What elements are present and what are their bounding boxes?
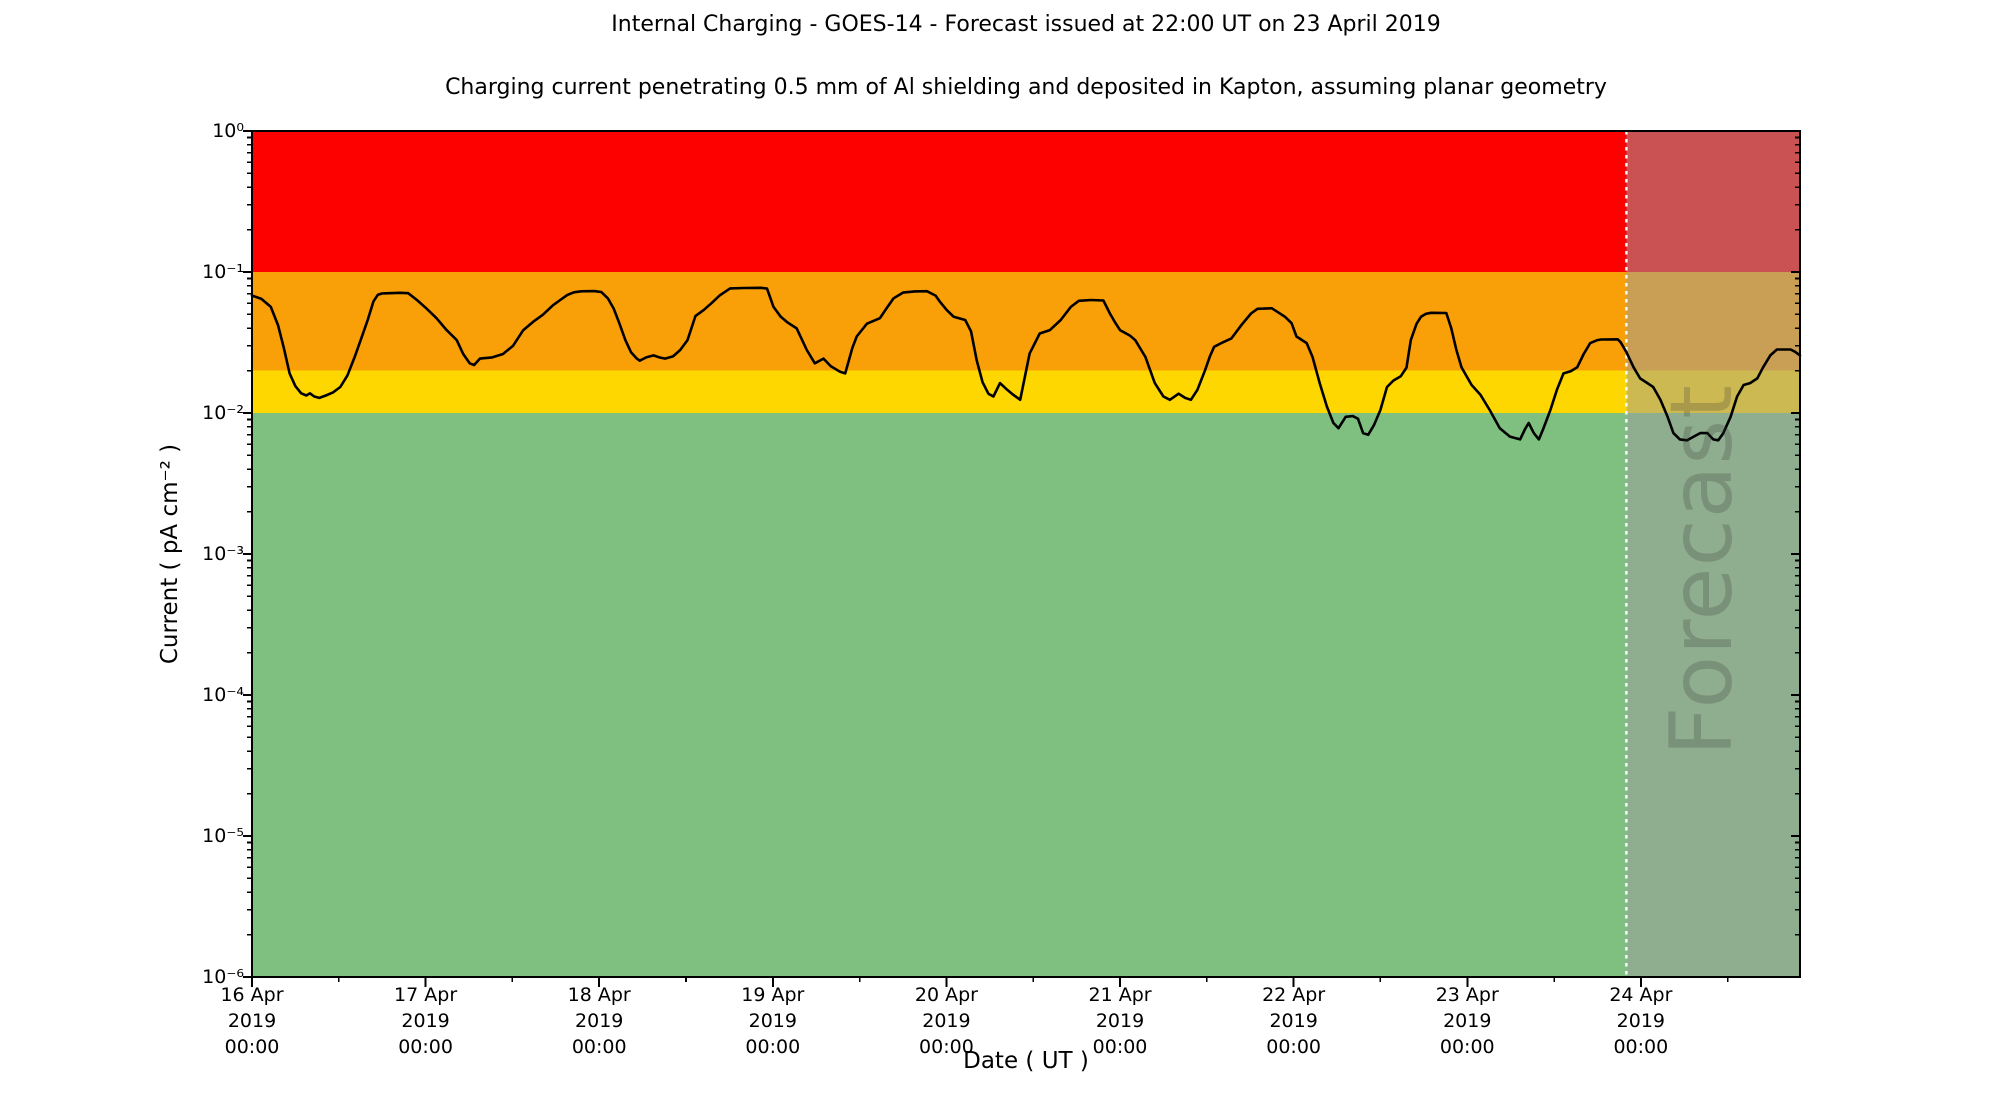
x-tick-time: 00:00 [224,1036,280,1058]
plot-border [251,130,1801,978]
x-tick-year: 2019 [1443,1010,1492,1032]
x-tick-date: 22 Apr [1262,984,1326,1006]
y-tick-label: 10⁻² [202,402,244,424]
x-tick-label: 21 Apr 2019 00:00 [1060,982,1180,1060]
x-tick-label: 22 Apr 2019 00:00 [1234,982,1354,1060]
forecast-region [1626,131,1800,977]
x-tick-time: 00:00 [1092,1036,1148,1058]
x-tick-year: 2019 [1095,1010,1145,1032]
x-tick-year: 2019 [1616,1010,1666,1032]
x-tick-label: 18 Apr 2019 00:00 [539,982,659,1060]
charging-current-line [250,286,1802,442]
x-tick-date: 18 Apr [567,984,631,1006]
x-tick-time: 00:00 [398,1036,453,1058]
x-axis-label: Date ( UT ) [963,1048,1089,1074]
y-tick-label: 10⁻⁶ [202,966,244,988]
y-tick-label: 10⁻⁴ [202,684,244,706]
y-tick-label: 10⁻⁵ [202,825,244,847]
x-tick-time: 00:00 [571,1036,627,1058]
x-tick-year: 2019 [1269,1010,1318,1032]
x-tick-year: 2019 [575,1010,624,1032]
y-axis-label: Current ( pA cm⁻² ) [157,443,183,665]
data-series [250,286,1802,442]
x-tick-label: 23 Apr 2019 00:00 [1407,982,1527,1060]
chart-title: Internal Charging - GOES-14 - Forecast i… [611,12,1441,37]
x-tick-time: 00:00 [919,1036,974,1058]
x-tick-time: 00:00 [1439,1036,1495,1058]
x-tick-year: 2019 [227,1010,277,1032]
forecast-overlay [1626,131,1800,977]
x-tick-year: 2019 [922,1010,971,1032]
y-tick-label: 10⁻³ [202,543,244,565]
x-tick-date: 24 Apr [1609,984,1673,1006]
x-tick-year: 2019 [748,1010,797,1032]
x-tick-date: 19 Apr [741,984,805,1006]
alert-bands [252,131,1800,977]
chart-subtitle: Charging current penetrating 0.5 mm of A… [445,75,1607,100]
forecast-watermark: Forecast [1652,384,1752,756]
band-orange-alert [252,272,1800,371]
x-tick-label: 16 Apr 2019 00:00 [192,982,312,1060]
x-tick-date: 17 Apr [394,984,458,1006]
y-tick-label: 10⁰ [212,120,244,142]
x-tick-label: 19 Apr 2019 00:00 [713,982,833,1060]
band-red-alert [252,131,1800,272]
x-tick-time: 00:00 [1613,1036,1669,1058]
y-tick-label: 10⁻¹ [202,261,244,283]
x-tick-label: 20 Apr 2019 00:00 [886,982,1006,1060]
x-tick-date: 23 Apr [1435,984,1499,1006]
x-tick-date: 21 Apr [1088,984,1152,1006]
x-tick-time: 00:00 [1266,1036,1322,1058]
x-tick-label: 24 Apr 2019 00:00 [1581,982,1701,1060]
axes-spines [251,130,1801,978]
x-tick-label: 17 Apr 2019 00:00 [366,982,486,1060]
x-tick-time: 00:00 [745,1036,801,1058]
x-tick-year: 2019 [401,1010,450,1032]
x-tick-date: 20 Apr [914,984,978,1006]
x-tick-date: 16 Apr [220,984,284,1006]
band-green-quiet [252,413,1800,977]
